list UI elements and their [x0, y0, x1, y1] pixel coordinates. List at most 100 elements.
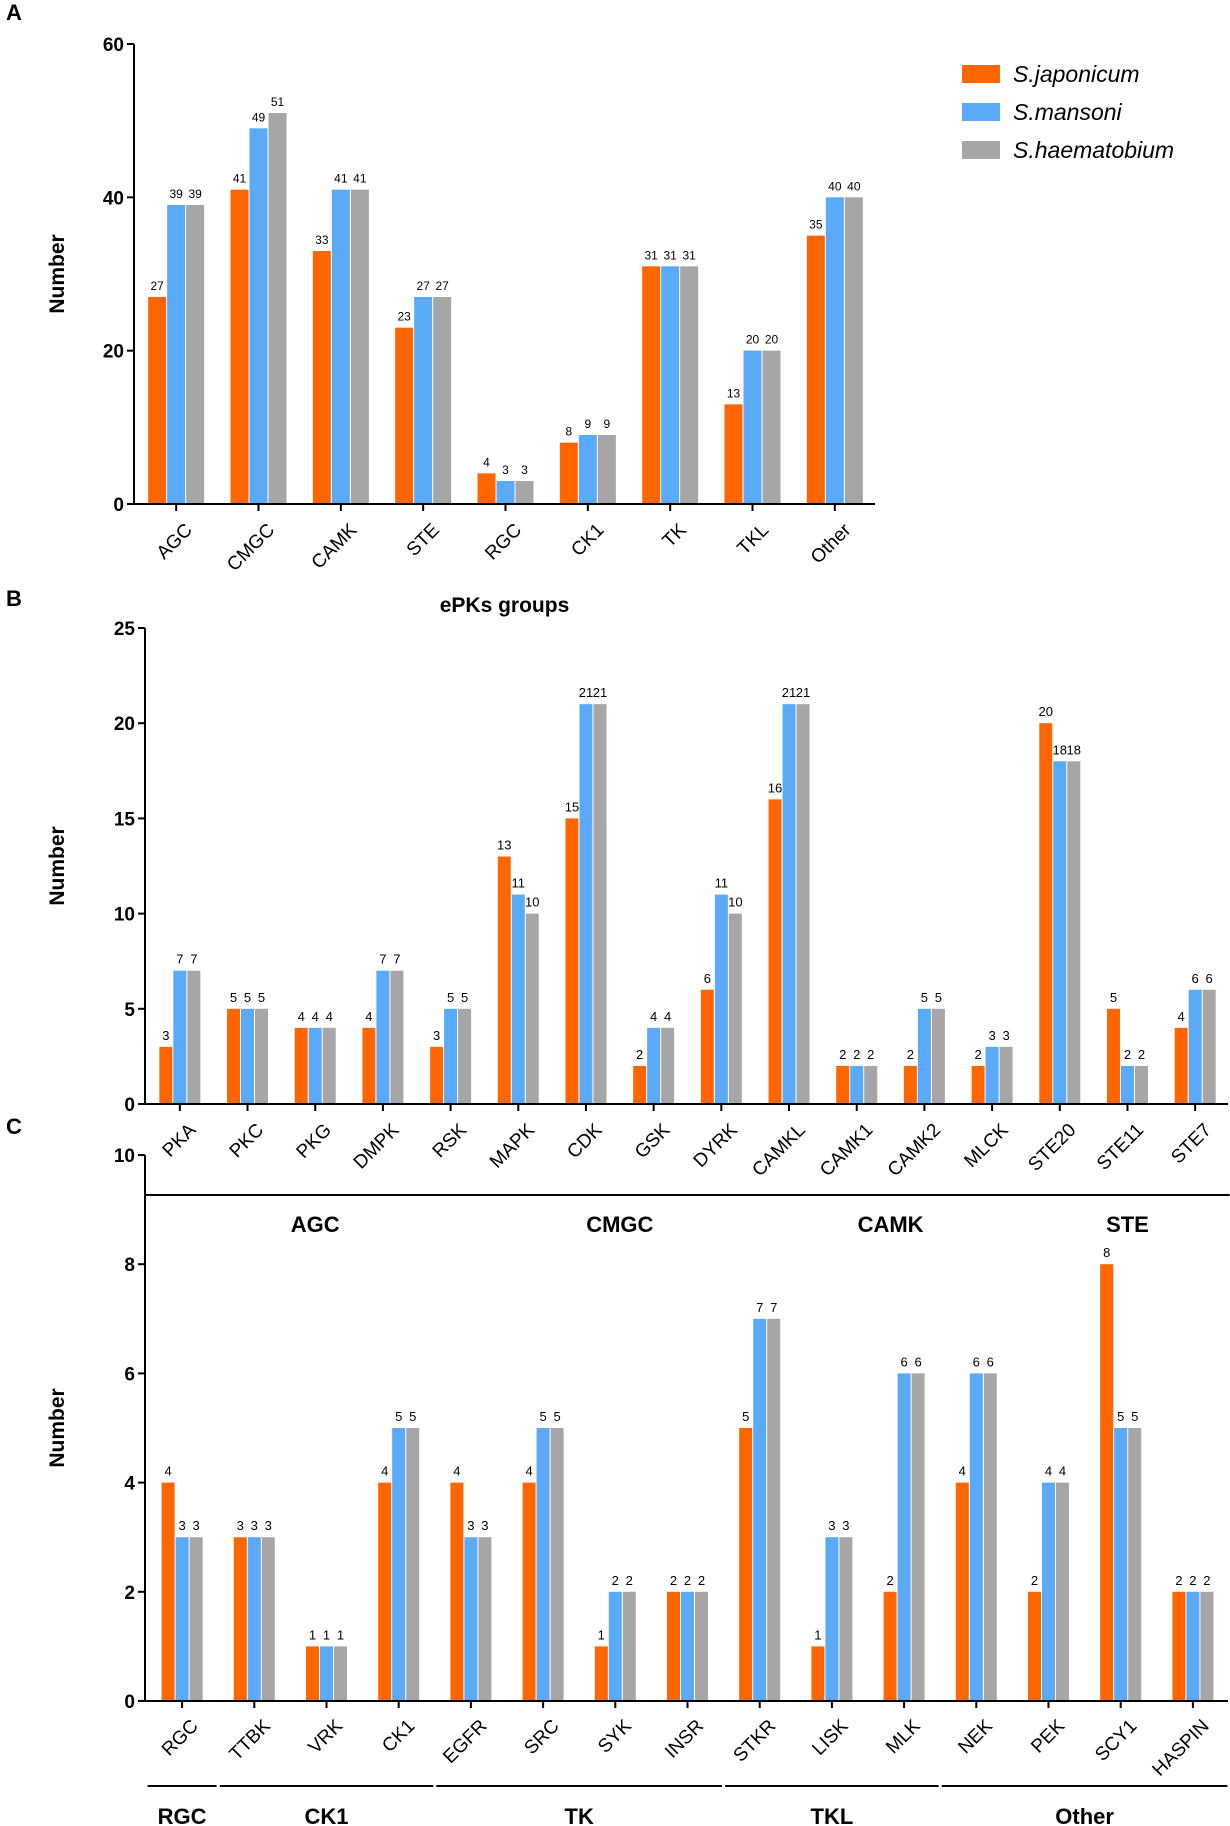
panel-c-data-label: 3: [828, 1518, 835, 1533]
panel-c-data-label: 5: [395, 1409, 402, 1424]
panel-b-bar: [1174, 1027, 1188, 1103]
panel-a-data-label: 40: [847, 179, 861, 193]
panel-a-data-label: 33: [315, 233, 329, 247]
panel-c-data-label: 6: [914, 1354, 921, 1369]
panel-c-bar: [464, 1537, 478, 1700]
panel-c-data-label: 7: [756, 1300, 763, 1315]
panel-b-data-label: 10: [728, 895, 742, 910]
panel-c-y-tick-label: 10: [114, 1146, 135, 1167]
panel-b-bar: [1106, 1008, 1120, 1103]
panel-c-data-label: 2: [1203, 1573, 1210, 1588]
panel-a-bar: [395, 327, 414, 503]
panel-c-bar: [522, 1482, 536, 1700]
panel-c-bar: [883, 1591, 897, 1700]
panel-c-bar: [247, 1537, 261, 1700]
panel-c-data-label: 6: [987, 1354, 994, 1369]
panel-c-data-label: 2: [886, 1573, 893, 1588]
panel-b-data-label: 2: [1124, 1047, 1131, 1062]
panel-a-bar: [661, 266, 680, 503]
panel-b-bar: [782, 704, 796, 1103]
panel-b-bar: [1067, 761, 1081, 1103]
panel-a-x-axis-title: ePKs groups: [440, 594, 570, 617]
panel-a-bar: [331, 189, 350, 503]
panel-b-bar: [768, 799, 782, 1103]
panel-c-bar: [175, 1537, 189, 1700]
panel-b-bar: [227, 1008, 241, 1103]
panel-a-bar: [597, 435, 616, 503]
panel-c-bar: [1042, 1482, 1055, 1700]
panel-b-bar: [931, 1008, 945, 1103]
panel-a-bar: [230, 189, 249, 503]
panel-b-bar: [390, 970, 404, 1103]
panel-c-bar: [825, 1537, 839, 1700]
panel-b-bar: [497, 856, 511, 1103]
panel-b-letter: B: [6, 586, 22, 611]
panel-b-bar: [999, 1046, 1013, 1103]
panel-c-bar: [406, 1428, 420, 1700]
panel-b-data-label: 6: [704, 971, 711, 986]
panel-c-data-label: 2: [1031, 1573, 1038, 1588]
panel-b-data-label: 7: [393, 952, 400, 967]
panel-b-bar: [1202, 989, 1216, 1103]
panel-a-data-label: 31: [663, 248, 677, 262]
panel-c-y-tick-label: 6: [124, 1364, 135, 1385]
panel-b-data-label: 5: [935, 990, 942, 1005]
panel-a-bar: [249, 128, 268, 504]
panel-b-y-tick-label: 5: [124, 1000, 135, 1021]
panel-b-bar: [864, 1065, 878, 1103]
panel-c-data-label: 1: [323, 1627, 330, 1642]
panel-b-bar: [511, 894, 525, 1103]
panel-a-bar: [578, 435, 597, 503]
panel-c-bar: [811, 1646, 825, 1700]
panel-b-data-label: 13: [497, 837, 511, 852]
panel-a-bar: [496, 481, 515, 503]
panel-b-bar: [1120, 1065, 1134, 1103]
legend-label: S.mansoni: [1013, 99, 1123, 125]
panel-a-data-label: 41: [334, 172, 348, 186]
panel-c-group-label: TKL: [811, 1804, 854, 1826]
panel-b-bar: [985, 1046, 999, 1103]
panel-b-group-label: AGC: [291, 1212, 340, 1237]
panel-b-data-label: 5: [244, 990, 251, 1005]
panel-c-bar: [608, 1591, 622, 1700]
panel-c-data-label: 1: [814, 1627, 821, 1642]
panel-b-data-label: 3: [1002, 1028, 1009, 1043]
panel-a-data-label: 9: [603, 417, 610, 431]
panel-b-data-label: 6: [1192, 971, 1199, 986]
panel-a-bar: [433, 297, 452, 503]
panel-c-data-label: 1: [337, 1627, 344, 1642]
panel-a-bar: [559, 442, 578, 503]
panel-b-data-label: 16: [768, 780, 782, 795]
panel-a-bar: [477, 473, 496, 503]
panel-b-bar: [565, 818, 579, 1103]
panel-a-data-label: 9: [584, 417, 591, 431]
panel-b-y-tick-label: 20: [114, 714, 135, 735]
panel-b-bar: [444, 1008, 458, 1103]
panel-c-data-label: 4: [1045, 1464, 1052, 1479]
panel-c-data-label: 5: [742, 1409, 749, 1424]
panel-b-data-label: 5: [461, 990, 468, 1005]
panel-b-bar: [173, 970, 187, 1103]
panel-c-bar: [1128, 1428, 1142, 1700]
panel-b-data-label: 3: [433, 1028, 440, 1043]
panel-b-group-label: CMGC: [586, 1212, 653, 1237]
panel-b-data-label: 2: [853, 1047, 860, 1062]
panel-b-data-label: 4: [298, 1009, 305, 1024]
panel-c-bar: [334, 1646, 347, 1700]
legend-swatch: [962, 141, 1000, 159]
panel-a-data-label: 3: [502, 463, 509, 477]
panel-b-data-label: 6: [1206, 971, 1213, 986]
panel-c-bar: [594, 1646, 608, 1700]
panel-c-bar: [536, 1428, 550, 1700]
panel-b-data-label: 21: [579, 685, 593, 700]
panel-b-bar: [971, 1065, 985, 1103]
panel-b-bar: [1039, 723, 1053, 1103]
panel-a-bar: [186, 205, 205, 503]
panel-c-bar: [161, 1482, 175, 1700]
panel-a-bar: [762, 350, 781, 503]
panel-c-bar: [189, 1537, 203, 1700]
panel-b-bar: [850, 1065, 864, 1103]
panel-a-bar: [806, 235, 825, 503]
